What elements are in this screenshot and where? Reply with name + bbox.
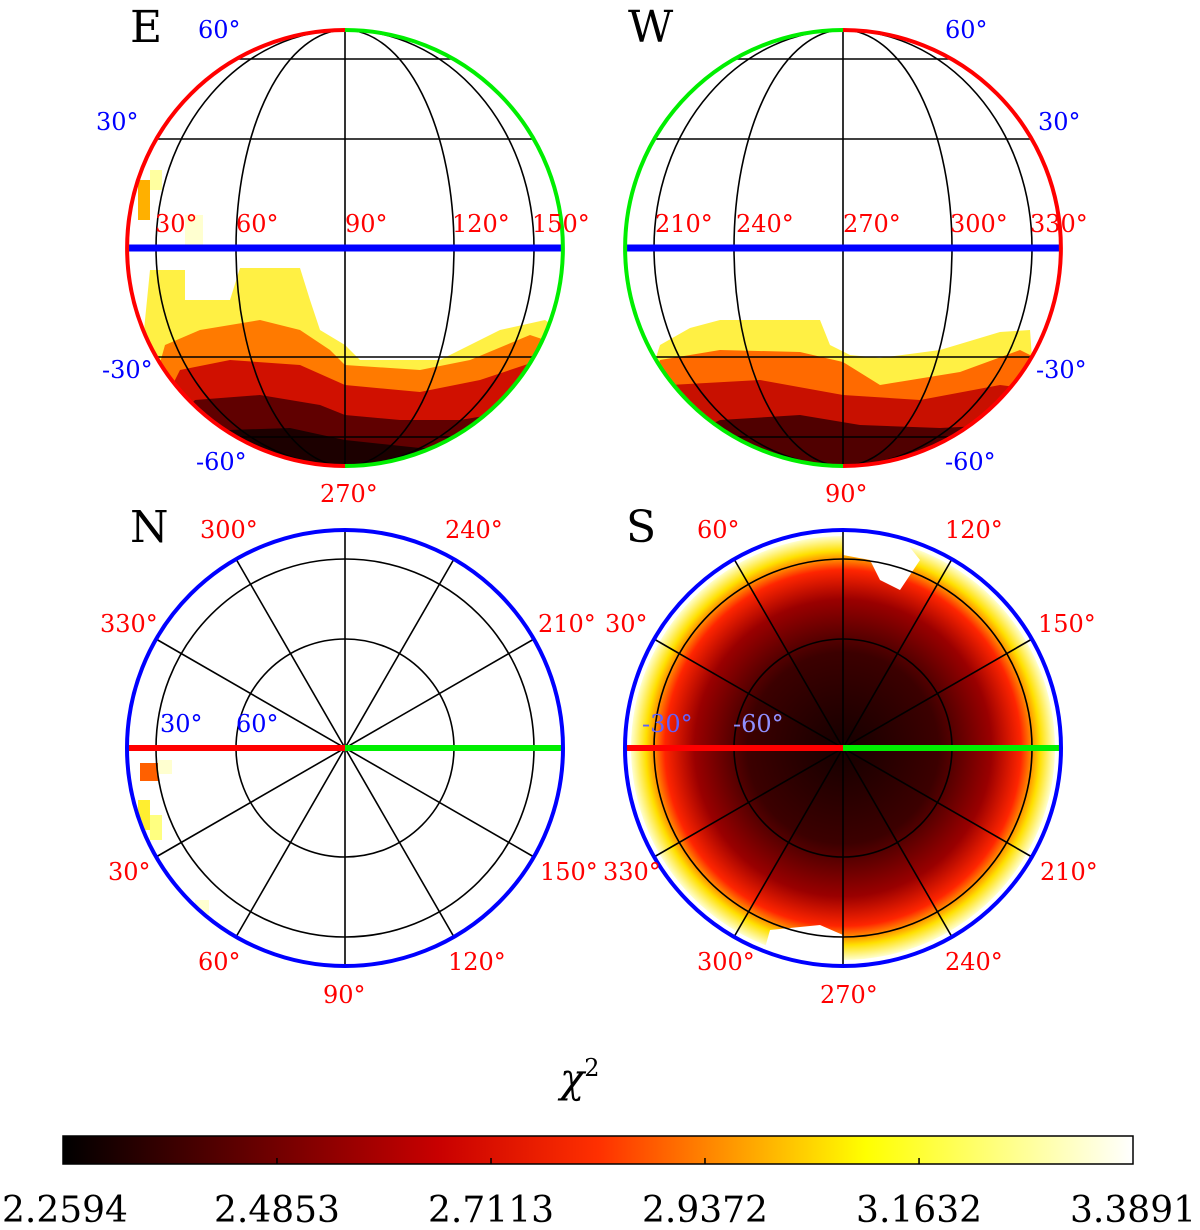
- panel-n-lon-label-60: 60°: [198, 948, 241, 976]
- colorbar-gradient: [62, 1135, 1134, 1165]
- panel-e-bottom-label: 270°: [320, 480, 378, 508]
- panel-e-lon-label-90: 90°: [345, 210, 388, 238]
- panel-w: W 60° 30° -30° -60° 210° 240° 270° 300° …: [623, 2, 1088, 508]
- panel-w-rim-red: [842, 28, 1063, 468]
- panel-e-patch3: [185, 215, 203, 245]
- panel-s-lon-label-150: 150°: [1038, 610, 1096, 638]
- panel-e-patch2: [150, 170, 162, 190]
- panel-n-lon-label-120: 120°: [448, 948, 506, 976]
- panel-s-lat-label-m60: -60°: [733, 710, 784, 738]
- panel-n-lon-label-240: 240°: [445, 516, 503, 544]
- colorbar-tick-label: 3.1632: [856, 1190, 982, 1230]
- panel-e-lat-label-60: 60°: [198, 16, 241, 44]
- colorbar-label-sup: 2: [584, 1054, 599, 1082]
- panel-s-lon-label-30: 30°: [605, 610, 648, 638]
- panel-n-title: N: [130, 502, 169, 553]
- panel-e-title: E: [130, 2, 162, 53]
- panel-n-patch-4: [150, 815, 162, 840]
- panel-n-patch-1: [140, 763, 158, 781]
- panel-s-lon-label-330: 330°: [603, 858, 661, 886]
- panel-e-lat-label-30: 30°: [96, 108, 139, 136]
- colorbar-tick-label: 2.9372: [642, 1190, 768, 1230]
- panel-w-lon-label-330: 330°: [1030, 210, 1088, 238]
- colorbar-label: χ2: [557, 1054, 600, 1102]
- panel-w-bottom-label: 90°: [825, 480, 868, 508]
- panel-w-lat-label-m30: -30°: [1036, 356, 1087, 384]
- colorbar: χ2 2.2594 2.4853 2.7113 2.9372 3.1632 3.3891: [2, 1054, 1196, 1230]
- panel-s-lon-label-300: 300°: [697, 948, 755, 976]
- panel-n-lat-label-60: 60°: [236, 710, 279, 738]
- colorbar-tick-label: 2.7113: [428, 1190, 554, 1230]
- panel-e: E 60° 30° -30° -60° 30° 60° 90° 120° 150…: [96, 2, 590, 508]
- panel-n-lon-label-210: 210°: [538, 610, 596, 638]
- panel-e-patch: [138, 180, 150, 220]
- panel-w-rim-green: [623, 28, 844, 468]
- panel-e-lon-label-60: 60°: [236, 210, 279, 238]
- panel-e-rim-red: [125, 28, 346, 468]
- panel-w-lon-label-270: 270°: [843, 210, 901, 238]
- panel-n-lon-label-150: 150°: [540, 858, 598, 886]
- colorbar-tick-label: 3.3891: [1070, 1190, 1196, 1230]
- panel-n-heatmap: [138, 760, 209, 914]
- panel-n-lon-label-90: 90°: [323, 981, 366, 1009]
- panel-n-rim: [125, 528, 565, 968]
- panel-n-patch-2: [158, 760, 172, 774]
- panel-e-rim-green: [344, 28, 565, 468]
- panel-w-title: W: [628, 2, 674, 53]
- panel-s: S 60° 120° 30° 150° 330° 210° 300° 240° …: [603, 502, 1098, 1009]
- panel-s-gap-top: [843, 530, 920, 590]
- panel-s-gap-bottom: [760, 925, 843, 966]
- colorbar-label-base: χ: [557, 1056, 587, 1102]
- panel-e-lat-label-m60: -60°: [196, 448, 247, 476]
- colorbar-tick-label: 2.4853: [214, 1190, 340, 1230]
- panel-s-lon-label-240: 240°: [945, 948, 1003, 976]
- panel-n-lon-label-330: 330°: [100, 610, 158, 638]
- panel-e-lon-label-150: 150°: [532, 210, 590, 238]
- panel-w-lon-label-210: 210°: [655, 210, 713, 238]
- panel-w-lat-label-m60: -60°: [945, 448, 996, 476]
- panel-s-lon-label-270: 270°: [820, 981, 878, 1009]
- panel-w-lon-label-240: 240°: [736, 210, 794, 238]
- panel-e-lon-label-30: 30°: [155, 210, 198, 238]
- panel-s-title: S: [626, 502, 656, 553]
- panel-s-lon-label-60: 60°: [697, 516, 740, 544]
- panel-n-lon-label-300: 300°: [200, 516, 258, 544]
- panel-e-lon-label-120: 120°: [452, 210, 510, 238]
- panel-s-rim: [623, 528, 1063, 968]
- panel-n-lon-label-30: 30°: [108, 858, 151, 886]
- panel-w-lat-label-30: 30°: [1038, 108, 1081, 136]
- panel-w-lon-label-300: 300°: [950, 210, 1008, 238]
- colorbar-tick-label: 2.2594: [2, 1190, 128, 1230]
- panel-s-lon-label-120: 120°: [945, 516, 1003, 544]
- colorbar-ticks: 2.2594 2.4853 2.7113 2.9372 3.1632 3.3891: [2, 1158, 1196, 1230]
- panel-e-lat-label-m30: -30°: [102, 356, 153, 384]
- panel-s-lon-label-210: 210°: [1040, 858, 1098, 886]
- panel-n-lat-label-30: 30°: [160, 710, 203, 738]
- panel-w-lat-label-60: 60°: [945, 16, 988, 44]
- panel-s-lat-label-m30: -30°: [642, 710, 693, 738]
- panel-n: N 300° 240° 330° 210° 30° 150° 60° 120° …: [100, 502, 598, 1009]
